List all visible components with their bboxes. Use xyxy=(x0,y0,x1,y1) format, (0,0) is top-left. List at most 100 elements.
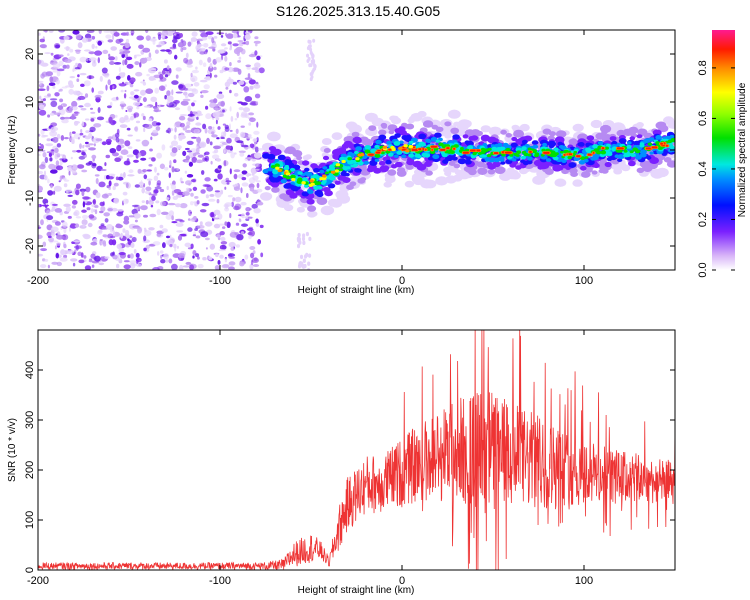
noise-blob xyxy=(82,233,90,238)
noise-blob xyxy=(240,231,245,235)
noise-blob xyxy=(222,123,226,126)
noise-blob xyxy=(193,216,197,220)
noise-blob xyxy=(225,145,232,150)
noise-blob xyxy=(110,46,117,51)
ridge-blob xyxy=(327,198,340,207)
noise-blob xyxy=(115,132,120,138)
noise-blob xyxy=(144,230,152,237)
ridge-hot xyxy=(291,177,296,182)
y-tick-label: -10 xyxy=(24,190,36,206)
noise-blob xyxy=(232,197,236,202)
ridge-blob xyxy=(260,192,273,201)
noise-blob xyxy=(253,207,261,214)
ridge-blob xyxy=(637,128,648,136)
ridge-blob xyxy=(373,167,382,174)
noise-blob xyxy=(155,200,160,204)
noise-blob xyxy=(93,123,102,128)
noise-blob xyxy=(133,249,137,254)
noise-blob xyxy=(73,240,81,243)
noise-blob xyxy=(81,209,87,213)
noise-blob xyxy=(152,267,160,270)
noise-blob xyxy=(72,262,76,267)
noise-blob xyxy=(222,226,226,229)
noise-blob xyxy=(94,94,102,99)
noise-blob xyxy=(85,186,91,193)
noise-blob xyxy=(161,69,166,75)
noise-blob xyxy=(224,207,230,212)
noise-blob xyxy=(115,114,118,118)
noise-blob xyxy=(206,137,210,144)
ridge-blob xyxy=(450,150,455,154)
noise-blob xyxy=(143,105,151,108)
noise-blob xyxy=(128,96,135,99)
noise-blob xyxy=(218,91,223,95)
ridge-blob xyxy=(626,144,632,149)
noise-blob xyxy=(196,136,202,143)
noise-blob xyxy=(187,113,195,117)
ridge-blob xyxy=(381,124,388,129)
ridge-blob xyxy=(491,146,498,152)
noise-blob xyxy=(245,40,250,46)
noise-blob xyxy=(193,82,200,87)
noise-blob xyxy=(123,220,130,225)
noise-blob xyxy=(146,178,153,181)
ridge-blob xyxy=(310,163,318,169)
noise-blob xyxy=(183,91,188,96)
noise-blob xyxy=(169,160,172,166)
ridge-blob xyxy=(262,169,269,174)
noise-blob xyxy=(50,60,54,63)
noise-blob xyxy=(119,124,128,128)
noise-blob xyxy=(239,261,245,267)
ridge-blob xyxy=(343,140,353,148)
noise-blob xyxy=(209,193,215,197)
noise-blob xyxy=(50,126,56,133)
noise-blob xyxy=(38,88,46,91)
noise-blob xyxy=(107,136,114,140)
noise-blob xyxy=(116,243,123,250)
noise-blob xyxy=(254,43,258,47)
noise-blob xyxy=(171,166,175,173)
noise-blob xyxy=(41,134,49,137)
ridge-blob xyxy=(585,148,592,153)
noise-blob xyxy=(175,203,181,208)
noise-blob xyxy=(80,83,85,88)
noise-blob xyxy=(244,254,249,260)
noise-blob xyxy=(98,262,105,266)
ridge-blob xyxy=(613,168,623,175)
noise-blob xyxy=(104,218,109,223)
noise-blob xyxy=(109,101,113,107)
noise-blob xyxy=(118,66,121,73)
noise-blob xyxy=(62,177,67,181)
noise-blob xyxy=(256,55,261,61)
noise-blob xyxy=(83,49,91,52)
noise-blob xyxy=(232,184,237,187)
ridge-blob xyxy=(468,136,476,141)
noise-blob xyxy=(62,221,68,228)
ridge-blob xyxy=(629,150,634,154)
noise-blob xyxy=(145,30,149,34)
noise-blob xyxy=(129,83,134,88)
noise-blob xyxy=(141,113,145,117)
noise-blob xyxy=(112,254,118,260)
noise-blob xyxy=(144,124,153,129)
noise-blob xyxy=(127,108,133,113)
noise-blob xyxy=(123,215,130,222)
noise-blob xyxy=(249,246,256,250)
ridge-blob xyxy=(465,140,474,147)
noise-blob xyxy=(197,44,203,47)
ridge-peak xyxy=(453,147,456,150)
noise-blob xyxy=(190,37,197,42)
noise-blob xyxy=(185,125,190,129)
noise-blob xyxy=(174,107,181,111)
noise-blob xyxy=(205,194,209,199)
noise-blob xyxy=(244,96,253,102)
ridge-blob xyxy=(618,138,627,144)
noise-blob xyxy=(113,182,119,187)
noise-blob xyxy=(229,106,232,112)
noise-blob xyxy=(223,149,226,153)
noise-blob xyxy=(229,129,233,132)
noise-blob xyxy=(159,224,164,229)
ridge-blob xyxy=(283,166,290,171)
noise-blob xyxy=(82,196,90,200)
noise-blob xyxy=(46,85,50,92)
